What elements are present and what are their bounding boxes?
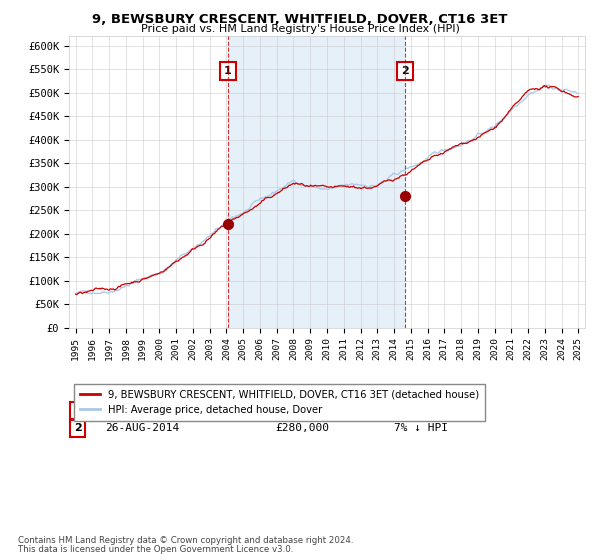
Legend: 9, BEWSBURY CRESCENT, WHITFIELD, DOVER, CT16 3ET (detached house), HPI: Average : 9, BEWSBURY CRESCENT, WHITFIELD, DOVER, … xyxy=(74,384,485,421)
Text: Price paid vs. HM Land Registry's House Price Index (HPI): Price paid vs. HM Land Registry's House … xyxy=(140,24,460,34)
Text: 1: 1 xyxy=(74,405,82,416)
Text: This data is licensed under the Open Government Licence v3.0.: This data is licensed under the Open Gov… xyxy=(18,545,293,554)
Text: 26-AUG-2014: 26-AUG-2014 xyxy=(105,423,179,433)
Text: 2% ↓ HPI: 2% ↓ HPI xyxy=(394,405,448,416)
Text: £220,000: £220,000 xyxy=(275,405,329,416)
Text: 9, BEWSBURY CRESCENT, WHITFIELD, DOVER, CT16 3ET: 9, BEWSBURY CRESCENT, WHITFIELD, DOVER, … xyxy=(92,13,508,26)
Bar xyxy=(228,36,405,328)
Text: £280,000: £280,000 xyxy=(275,423,329,433)
Text: 7% ↓ HPI: 7% ↓ HPI xyxy=(394,423,448,433)
Text: 2: 2 xyxy=(74,423,82,433)
Text: 1: 1 xyxy=(224,66,232,76)
Text: 04-FEB-2004: 04-FEB-2004 xyxy=(105,405,179,416)
Text: 2: 2 xyxy=(401,66,409,76)
Text: Contains HM Land Registry data © Crown copyright and database right 2024.: Contains HM Land Registry data © Crown c… xyxy=(18,536,353,545)
